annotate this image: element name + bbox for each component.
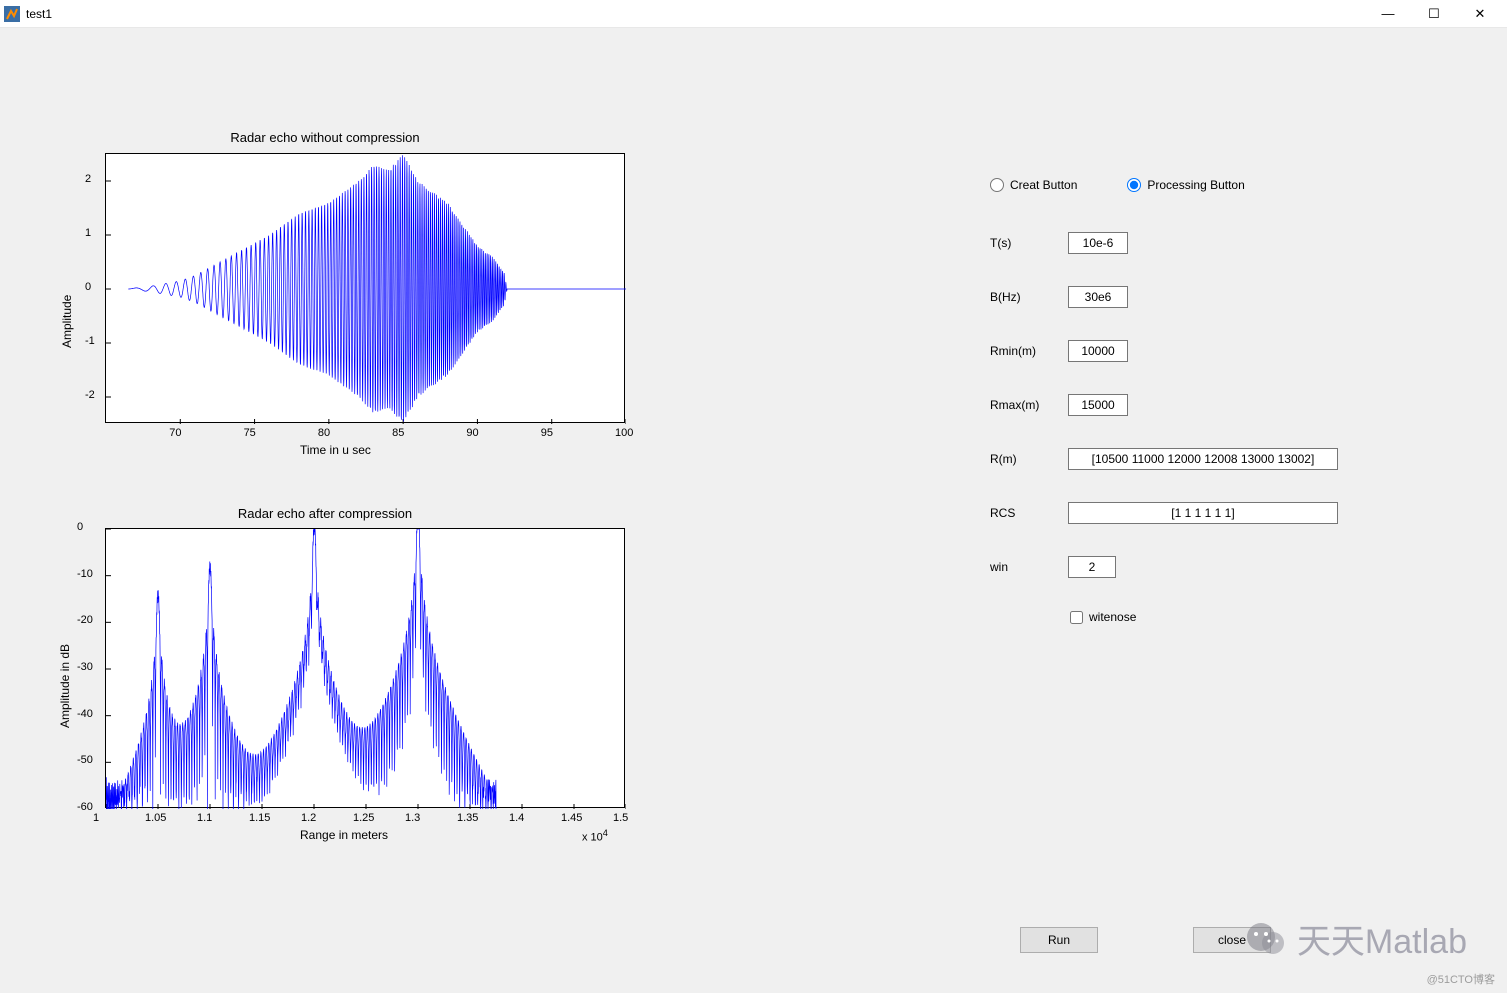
input-T[interactable] bbox=[1068, 232, 1128, 254]
label-Rmin: Rmin(m) bbox=[990, 344, 1068, 358]
processing-radio-label: Processing Button bbox=[1147, 178, 1244, 192]
chart2-xtick: 1.4 bbox=[509, 812, 524, 824]
input-Rmin[interactable] bbox=[1068, 340, 1128, 362]
chart2-xtick: 1.3 bbox=[405, 812, 420, 824]
close-window-button[interactable]: ✕ bbox=[1457, 0, 1503, 28]
chart2-xtick: 1.5 bbox=[613, 812, 628, 824]
matlab-icon bbox=[4, 6, 20, 22]
creat-button-radio[interactable]: Creat Button bbox=[990, 178, 1077, 192]
label-RCS: RCS bbox=[990, 506, 1068, 520]
window-title: test1 bbox=[26, 7, 52, 21]
witenose-checkbox-row: witenose bbox=[1070, 610, 1370, 624]
titlebar: test1 — ☐ ✕ bbox=[0, 0, 1507, 28]
button-row: Run close bbox=[1020, 927, 1271, 953]
chart2-xtick: 1.05 bbox=[145, 812, 166, 824]
creat-radio-input[interactable] bbox=[990, 178, 1004, 192]
watermark-small: @51CTO博客 bbox=[1427, 971, 1495, 987]
label-B: B(Hz) bbox=[990, 290, 1068, 304]
client-area: Radar echo without compression Amplitude… bbox=[0, 28, 1507, 993]
chart2-ytick: 0 bbox=[77, 521, 83, 533]
input-R[interactable] bbox=[1068, 448, 1338, 470]
witenose-checkbox[interactable] bbox=[1070, 611, 1083, 624]
field-win: win bbox=[990, 556, 1370, 578]
chart2-xtick: 1.1 bbox=[197, 812, 212, 824]
chart2-ytick: -10 bbox=[77, 568, 93, 580]
input-win[interactable] bbox=[1068, 556, 1116, 578]
processing-radio-input[interactable] bbox=[1127, 178, 1141, 192]
chart2-xtick: 1.15 bbox=[249, 812, 270, 824]
field-T: T(s) bbox=[990, 232, 1370, 254]
chart2-exponent: x 104 bbox=[582, 828, 608, 844]
processing-button-radio[interactable]: Processing Button bbox=[1127, 178, 1244, 192]
chart2-xtick: 1 bbox=[93, 812, 99, 824]
witenose-label: witenose bbox=[1089, 610, 1136, 624]
run-button[interactable]: Run bbox=[1020, 927, 1098, 953]
chart-radar-echo-after-compression: Radar echo after compression Amplitude i… bbox=[0, 28, 650, 908]
chart2-xtick: 1.45 bbox=[561, 812, 582, 824]
field-RCS: RCS bbox=[990, 502, 1370, 524]
chart2-ytick: -50 bbox=[77, 754, 93, 766]
close-button[interactable]: close bbox=[1193, 927, 1271, 953]
field-Rmin: Rmin(m) bbox=[990, 340, 1370, 362]
maximize-button[interactable]: ☐ bbox=[1411, 0, 1457, 28]
creat-radio-label: Creat Button bbox=[1010, 178, 1077, 192]
minimize-button[interactable]: — bbox=[1365, 0, 1411, 28]
field-Rmax: Rmax(m) bbox=[990, 394, 1370, 416]
field-B: B(Hz) bbox=[990, 286, 1370, 308]
window-controls: — ☐ ✕ bbox=[1365, 0, 1503, 28]
label-win: win bbox=[990, 560, 1068, 574]
chart2-xlabel: Range in meters bbox=[300, 828, 388, 842]
chart2-svg bbox=[106, 529, 626, 809]
chart2-ytick: -40 bbox=[77, 708, 93, 720]
field-R: R(m) bbox=[990, 448, 1370, 470]
chart2-ylabel: Amplitude in dB bbox=[58, 644, 72, 728]
watermark: 天天Matlab bbox=[1243, 914, 1467, 963]
label-Rmax: Rmax(m) bbox=[990, 398, 1068, 412]
input-Rmax[interactable] bbox=[1068, 394, 1128, 416]
mode-radio-group: Creat Button Processing Button bbox=[990, 178, 1370, 192]
parameter-panel: Creat Button Processing Button T(s) B(Hz… bbox=[990, 178, 1370, 624]
input-RCS[interactable] bbox=[1068, 502, 1338, 524]
input-B[interactable] bbox=[1068, 286, 1128, 308]
label-R: R(m) bbox=[990, 452, 1068, 466]
watermark-text: 天天Matlab bbox=[1297, 914, 1467, 963]
chart2-title: Radar echo after compression bbox=[0, 506, 650, 521]
chart2-ytick: -30 bbox=[77, 661, 93, 673]
chart2-plot-area bbox=[105, 528, 625, 808]
chart2-ytick: -20 bbox=[77, 614, 93, 626]
chart2-xtick: 1.35 bbox=[457, 812, 478, 824]
chart2-ytick: -60 bbox=[77, 801, 93, 813]
chart2-xtick: 1.25 bbox=[353, 812, 374, 824]
label-T: T(s) bbox=[990, 236, 1068, 250]
chart2-xtick: 1.2 bbox=[301, 812, 316, 824]
